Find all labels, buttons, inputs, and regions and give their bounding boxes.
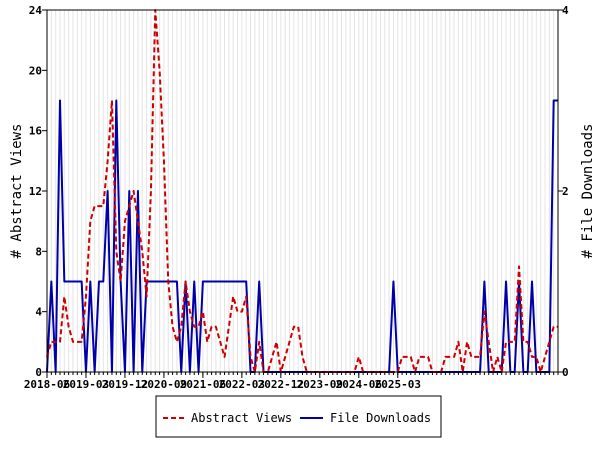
y-axis-right-title: # File Downloads <box>580 124 596 259</box>
y-left-tick-label: 24 <box>29 4 43 17</box>
legend-label-file-downloads: File Downloads <box>330 411 431 425</box>
y-left-tick-label: 4 <box>35 306 42 319</box>
legend-box <box>155 395 442 438</box>
axis-ticks: 2018-062019-032019-122020-092021-062022-… <box>24 4 569 391</box>
y-right-tick-label: 0 <box>562 366 569 379</box>
y-left-tick-label: 8 <box>35 245 42 258</box>
legend: Abstract Views File Downloads <box>155 395 442 438</box>
grid-lines <box>50 10 555 372</box>
x-tick-label: 2019-03 <box>63 378 109 391</box>
x-tick-label: 2021-06 <box>180 378 227 391</box>
y-right-tick-label: 4 <box>562 4 569 17</box>
legend-label-abstract-views: Abstract Views <box>191 411 292 425</box>
x-tick-label: 2023-09 <box>297 378 343 391</box>
y-left-tick-label: 16 <box>29 125 43 138</box>
series-line-abstract-views <box>46 9 558 373</box>
x-tick-label: 2025-03 <box>375 378 421 391</box>
y-axis-left-title: # Abstract Views <box>9 124 25 259</box>
x-tick-label: 2022-12 <box>258 378 304 391</box>
x-tick-label: 2018-06 <box>24 378 71 391</box>
x-tick-label: 2024-06 <box>336 378 383 391</box>
y-right-tick-label: 2 <box>562 185 569 198</box>
x-tick-label: 2019-12 <box>102 378 148 391</box>
x-tick-label: 2020-09 <box>141 378 187 391</box>
y-left-tick-label: 20 <box>29 64 42 77</box>
y-left-tick-label: 12 <box>29 185 42 198</box>
x-tick-label: 2022-03 <box>219 378 265 391</box>
y-left-tick-label: 0 <box>35 366 42 379</box>
